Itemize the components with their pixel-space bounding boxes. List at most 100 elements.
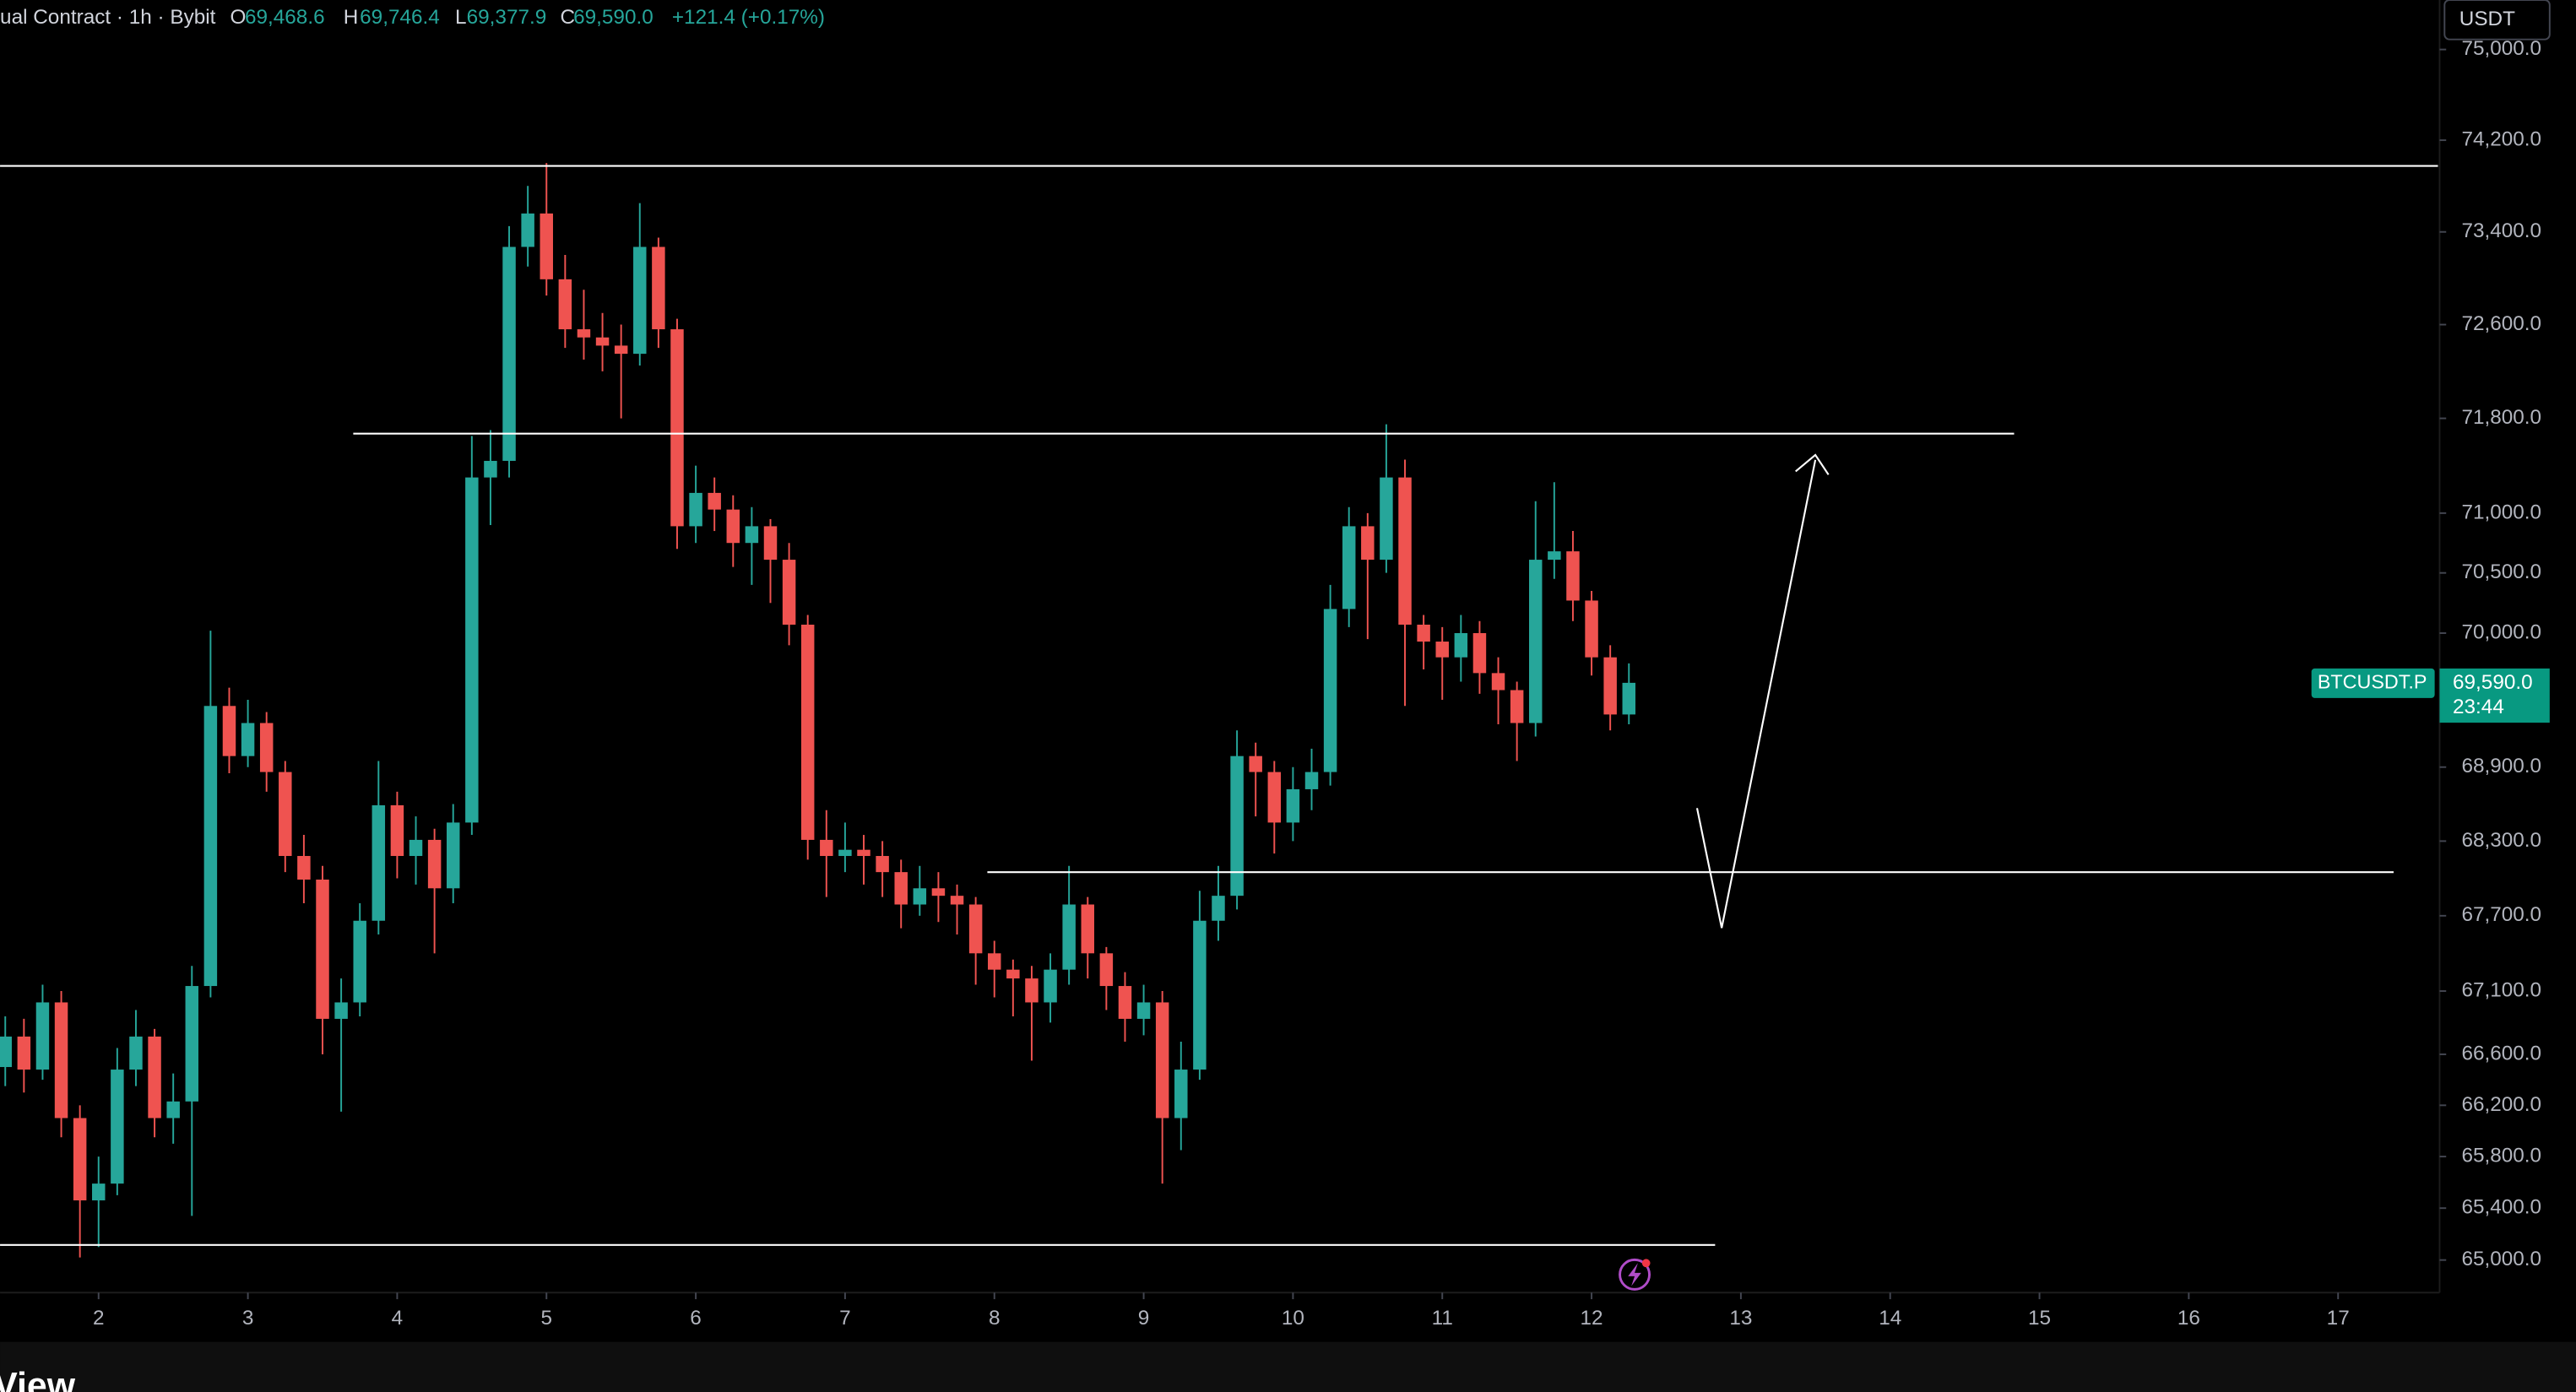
candle-body — [1585, 600, 1598, 658]
x-tick-label: 13 — [1729, 1307, 1752, 1330]
y-tick-label: 70,500.0 — [2461, 561, 2541, 583]
candle-body — [950, 896, 964, 905]
ohlc-value: 69,590.0 — [573, 6, 653, 29]
candle-body — [708, 492, 721, 510]
candle-body — [1454, 633, 1468, 658]
axes: 65,000.0 65,400.0 65,800.0 66,200.0 66,600.0… — [93, 37, 2541, 1330]
candle-body — [427, 839, 442, 889]
candle-body — [820, 839, 833, 857]
candle-body — [73, 1118, 87, 1200]
candle-body — [558, 279, 572, 330]
candle-body — [111, 1070, 124, 1184]
x-tick-label: 4 — [392, 1307, 404, 1330]
alert-icon[interactable] — [1619, 1258, 1651, 1291]
candle-body — [1174, 1070, 1188, 1118]
candle-body — [1212, 896, 1225, 921]
candle-body — [1472, 633, 1487, 674]
candle-body — [1118, 986, 1132, 1019]
ohlc-key: O — [230, 6, 246, 29]
y-tick-label: 72,600.0 — [2461, 312, 2541, 335]
candle-body — [1249, 756, 1262, 772]
candle-body — [1417, 624, 1430, 642]
x-tick-label: 9 — [1138, 1307, 1150, 1330]
ohlc-key: H — [344, 6, 359, 29]
candle-body — [614, 345, 628, 355]
candle-body — [1491, 673, 1505, 691]
candle-body — [689, 492, 702, 527]
candle-body — [35, 1002, 50, 1070]
candle-body — [1510, 690, 1524, 723]
candle-body — [353, 920, 366, 1003]
candle-body — [185, 986, 199, 1102]
y-tick-label: 66,200.0 — [2461, 1093, 2541, 1116]
candle-body — [409, 839, 423, 857]
candle-body — [782, 560, 796, 625]
candle-body — [1081, 904, 1094, 954]
candle-body — [521, 213, 534, 247]
footer-strip — [0, 1341, 2576, 1392]
x-tick-label: 11 — [1432, 1307, 1453, 1330]
x-tick-label: 6 — [690, 1307, 702, 1330]
y-tick-label: 71,800.0 — [2461, 406, 2541, 429]
candle-body — [241, 723, 255, 756]
candle-body — [1548, 551, 1561, 561]
instrument: ual Contract · 1h · Bybit — [0, 6, 216, 29]
change: +121.4 (+0.17%) — [672, 6, 825, 29]
candle-body — [726, 509, 740, 544]
currency[interactable]: USDT — [2459, 8, 2515, 30]
candle-body — [484, 460, 497, 478]
drawn-arrow — [1695, 459, 1817, 929]
x-tick-label: 16 — [2177, 1307, 2200, 1330]
price-tag-bg — [2439, 668, 2550, 723]
ohlc-value: 69,468.6 — [245, 6, 325, 29]
candle-body — [876, 856, 889, 873]
candle-body — [652, 246, 665, 330]
candle-body — [446, 822, 460, 889]
x-tick-label: 15 — [2028, 1307, 2051, 1330]
header-bg — [0, 0, 854, 36]
candle-body — [1099, 953, 1114, 987]
candle-body — [968, 904, 983, 954]
candle-body — [371, 804, 386, 921]
candle-body — [1155, 1002, 1169, 1118]
x-tick-label: 14 — [1879, 1307, 1901, 1330]
y-tick-label: 67,100.0 — [2461, 978, 2541, 1001]
candle-body — [1286, 788, 1300, 823]
x-tick-label: 10 — [1282, 1307, 1304, 1330]
candle-body — [745, 526, 759, 544]
currency-button[interactable] — [2443, 0, 2551, 41]
y-tick-label: 67,700.0 — [2461, 903, 2541, 926]
candle-body — [203, 706, 218, 987]
candle-body — [913, 888, 927, 905]
candle-body — [129, 1036, 143, 1070]
candle-body — [297, 856, 311, 880]
candle-body — [166, 1101, 180, 1118]
ohlc-key: L — [455, 6, 467, 29]
y-tick-label: 65,400.0 — [2461, 1196, 2541, 1219]
candle-body — [1304, 772, 1319, 789]
candle-body — [857, 849, 870, 857]
candle-body — [148, 1036, 161, 1118]
x-tick-label: 5 — [540, 1307, 552, 1330]
symbol-tag-bg — [2311, 668, 2435, 698]
candle-body — [838, 849, 852, 857]
x-tick-label: 8 — [989, 1307, 1001, 1330]
last-price: 69,590.0 — [2453, 671, 2533, 694]
candle-body — [1529, 560, 1543, 723]
ohlc-value: 69,746.4 — [360, 6, 440, 29]
candle-body — [1603, 657, 1617, 715]
candle-body — [279, 772, 292, 857]
candle-body — [1230, 756, 1244, 896]
candle-body — [17, 1036, 31, 1070]
candle-body — [316, 879, 329, 1019]
candle-body — [1361, 526, 1375, 561]
ohlc-value: 69,377.9 — [467, 6, 547, 29]
candle-body — [1380, 477, 1393, 561]
y-tick-label: 75,000.0 — [2461, 37, 2541, 60]
x-tick-label: 2 — [93, 1307, 105, 1330]
candle-body — [577, 329, 591, 338]
candle-body — [894, 872, 908, 905]
y-tick-label: 66,600.0 — [2461, 1042, 2541, 1064]
